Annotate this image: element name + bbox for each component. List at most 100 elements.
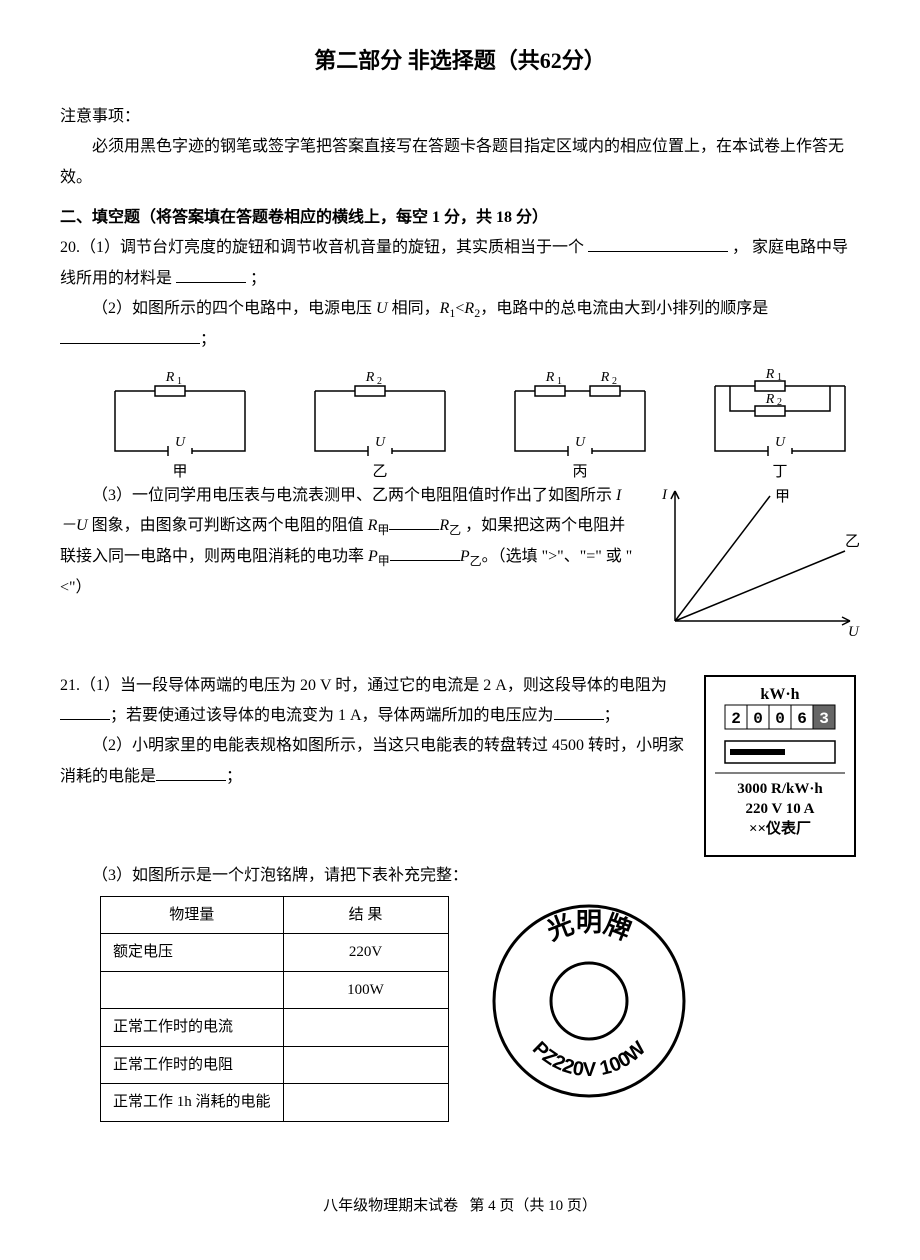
table-cell: 正常工作时的电流	[101, 1009, 284, 1047]
table-cell: 正常工作时的电阻	[101, 1046, 284, 1084]
svg-text:2: 2	[377, 376, 382, 387]
table-cell: 正常工作 1h 消耗的电能	[101, 1084, 284, 1122]
q21-2-text-b: ；	[226, 768, 242, 785]
section-2-head: 二、填空题（将答案填在答题卷相应的横线上，每空 1 分，共 18 分）	[60, 203, 860, 233]
blank	[389, 513, 439, 530]
circuit-bing: R1 R2 U 丙	[500, 366, 660, 481]
svg-text:3000 R/kW·h: 3000 R/kW·h	[737, 781, 823, 797]
q21-part3: （3）如图所示是一个灯泡铭牌，请把下表补充完整：	[60, 861, 860, 891]
svg-text:乙: 乙	[372, 464, 387, 480]
svg-text:丁: 丁	[772, 464, 787, 480]
circuit-ding: R1 R2 U 丁	[700, 366, 860, 481]
notice-body: 必须用黑色字迹的钢笔或签字笔把答案直接写在答题卡各题目指定区域内的相应位置上，在…	[60, 132, 860, 193]
svg-text:U: U	[775, 435, 786, 450]
svg-text:2: 2	[777, 397, 782, 408]
svg-text:3: 3	[819, 710, 829, 728]
q21-1-text-b: ；若要使通过该导体的电流变为 1 A，导体两端所加的电压应为	[110, 707, 554, 724]
q20-2-U: U	[376, 300, 388, 317]
q20-3-jia2: 甲	[378, 554, 390, 568]
svg-text:1: 1	[777, 372, 782, 383]
table-cell: 220V	[283, 934, 448, 972]
svg-text:R: R	[765, 392, 775, 407]
blank	[156, 764, 226, 781]
svg-text:1: 1	[177, 376, 182, 387]
circuit-jia: R 1 U 甲	[100, 366, 260, 481]
table-cell	[283, 1084, 448, 1122]
q20-part3: I U 甲 乙 （3）一位同学用电压表与电流表测甲、乙两个电阻阻值时作出了如图所…	[60, 481, 860, 604]
q20-3-Py: P	[460, 548, 470, 565]
q21-1-text-a: 21.（1）当一段导体两端的电压为 20 V 时，通过它的电流是 2 A，则这段…	[60, 677, 667, 694]
q21-part2: （2）小明家里的电能表规格如图所示，当这只电能表的转盘转过 4500 转时，小明…	[60, 731, 685, 792]
q20-2-text-d: ；	[200, 331, 216, 348]
q20-3-text-a: （3）一位同学用电压表与电流表测甲、乙两个电阻阻值时作出了如图所示	[92, 487, 616, 504]
q20-1-text-c: ；	[250, 270, 266, 287]
page-title: 第二部分 非选择题（共62分）	[60, 40, 860, 82]
svg-text:丙: 丙	[572, 464, 587, 480]
svg-text:220 V 10 A: 220 V 10 A	[745, 801, 814, 817]
svg-text:2: 2	[612, 376, 617, 387]
q20-3-yi: 乙	[449, 523, 461, 537]
page-footer: 八年级物理期末试卷 第 4 页（共 10 页）	[60, 1192, 860, 1221]
svg-text:甲: 甲	[775, 489, 790, 505]
q20-part1: 20.（1）调节台灯亮度的旋钮和调节收音机音量的旋钮，其实质相当于一个 ， 家庭…	[60, 233, 860, 294]
q20-3-jia: 甲	[377, 523, 389, 537]
q20-2-R1: R	[440, 300, 450, 317]
blank	[60, 703, 110, 720]
svg-text:R: R	[765, 367, 775, 382]
svg-text:I: I	[661, 487, 668, 503]
notice-head: 注意事项：	[60, 102, 860, 132]
table-cell	[283, 1046, 448, 1084]
table-cell	[283, 1009, 448, 1047]
table-cell	[101, 971, 284, 1009]
q20-1-text-a: 20.（1）调节台灯亮度的旋钮和调节收音机音量的旋钮，其实质相当于一个	[60, 239, 584, 256]
table-cell: 额定电压	[101, 934, 284, 972]
svg-text:甲: 甲	[172, 464, 187, 480]
svg-text:U: U	[175, 435, 186, 450]
blank	[176, 266, 246, 283]
svg-text:6: 6	[797, 710, 807, 728]
energy-meter: kW·h 2 0 0 6 3 3000 R/kW·h 220 V 10 A ××…	[700, 671, 860, 861]
q20-3-Ry: R	[439, 517, 449, 534]
circuit-diagrams: R 1 U 甲 R 2 U 乙 R1 R2 U 丙	[100, 366, 860, 481]
svg-text:R: R	[365, 370, 375, 385]
svg-text:1: 1	[557, 376, 562, 387]
q20-2-text-b: 相同，	[388, 300, 440, 317]
footer-b: 第 4 页（共 10 页）	[469, 1198, 597, 1214]
bulb-nameplate: 光明牌 PZ220V 100W	[479, 896, 699, 1106]
bulb-table: 物理量结 果 额定电压220V 100W 正常工作时的电流 正常工作时的电阻 正…	[100, 896, 449, 1122]
q21-1-text-c: ；	[604, 707, 620, 724]
q21-2-text-a: （2）小明家里的电能表规格如图所示，当这只电能表的转盘转过 4500 转时，小明…	[60, 737, 684, 784]
blank	[390, 544, 460, 561]
q20-part2: （2）如图所示的四个电路中，电源电压 U 相同，R1<R2，电路中的总电流由大到…	[60, 294, 860, 355]
svg-text:R: R	[600, 370, 610, 385]
svg-text:U: U	[575, 435, 586, 450]
table-header: 物理量	[101, 896, 284, 934]
svg-text:0: 0	[753, 710, 763, 728]
blank	[588, 235, 728, 252]
q20-2-text-a: （2）如图所示的四个电路中，电源电压	[92, 300, 376, 317]
q20-2-text-c: ，电路中的总电流由大到小排列的顺序是	[480, 300, 768, 317]
q20-2-R2: R	[464, 300, 474, 317]
svg-text:R: R	[545, 370, 555, 385]
q21-part1: 21.（1）当一段导体两端的电压为 20 V 时，通过它的电流是 2 A，则这段…	[60, 671, 685, 732]
q20-3-text-b: 图象，由图象可判断这两个电阻的阻值	[88, 517, 368, 534]
table-header: 结 果	[283, 896, 448, 934]
svg-text:2: 2	[731, 710, 741, 728]
blank	[554, 703, 604, 720]
q20-3-Rj: R	[368, 517, 378, 534]
q20-3-Pj: P	[368, 548, 378, 565]
svg-text:××仪表厂: ××仪表厂	[749, 819, 811, 837]
svg-text:0: 0	[775, 710, 785, 728]
q21-block: 21.（1）当一段导体两端的电压为 20 V 时，通过它的电流是 2 A，则这段…	[60, 671, 860, 861]
iu-graph: I U 甲 乙	[650, 481, 860, 641]
svg-text:U: U	[848, 624, 860, 640]
footer-a: 八年级物理期末试卷	[323, 1198, 458, 1214]
svg-text:U: U	[375, 435, 386, 450]
blank	[60, 327, 200, 344]
svg-text:乙: 乙	[845, 534, 860, 550]
circuit-yi: R 2 U 乙	[300, 366, 460, 481]
svg-text:kW·h: kW·h	[760, 686, 799, 703]
q20-3-yi2: 乙	[470, 554, 482, 568]
table-cell: 100W	[283, 971, 448, 1009]
svg-text:R: R	[165, 370, 175, 385]
